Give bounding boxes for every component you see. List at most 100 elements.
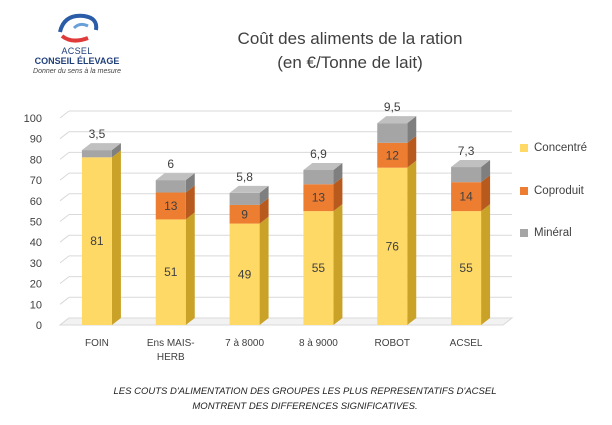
data-label: 49 [238, 267, 252, 281]
y-tick-label: 10 [30, 299, 42, 311]
bar-side [481, 160, 491, 183]
bar-segment [451, 182, 482, 212]
bar-side [259, 216, 269, 325]
chart-title-line1: Coût des aliments de la ration [237, 29, 463, 48]
bar-side [259, 197, 269, 224]
chart-caption: Les couts d'alimentation des groupes les… [60, 384, 550, 414]
y-tick-label: 70 [30, 175, 42, 187]
data-label: 81 [90, 234, 104, 248]
data-label: 9 [241, 207, 248, 221]
bar-segment [451, 167, 482, 183]
logo-mark-icon [58, 13, 99, 43]
y-tick-label: 0 [36, 320, 42, 332]
data-label: 76 [386, 239, 400, 253]
bar-side [407, 116, 417, 143]
y-tick-label: 40 [30, 237, 42, 249]
x-tick-label: 7 à 8000 [225, 338, 264, 349]
bar-segment [229, 192, 260, 205]
bar-top [155, 173, 195, 181]
bar-segment [155, 192, 186, 220]
bar-segment [377, 142, 408, 168]
x-tick-label: HERB [157, 352, 185, 363]
legend-swatch [520, 144, 528, 152]
bar-top [303, 162, 343, 170]
data-label: 7,3 [458, 144, 475, 158]
legend-label: Minéral [534, 227, 572, 239]
x-tick-label: 8 à 9000 [299, 338, 338, 349]
gridline-side [59, 255, 70, 264]
bar-side [259, 185, 269, 205]
bar-segment [229, 223, 260, 325]
gridline-side [59, 234, 70, 243]
acsel-logo: ACSEL CONSEIL ÉLEVAGE Donner du sens à l… [22, 8, 132, 80]
y-tick-label: 100 [24, 113, 42, 125]
data-label: 51 [164, 265, 178, 279]
data-label: 13 [164, 199, 178, 213]
x-tick-label: ROBOT [374, 338, 410, 349]
bar-side [111, 143, 121, 158]
bar-segment [229, 204, 260, 224]
gridline-side [59, 110, 70, 119]
data-label: 55 [459, 261, 473, 275]
bar-segment [155, 219, 186, 325]
y-tick-label: 20 [30, 279, 42, 291]
bar-top [451, 160, 491, 168]
bar-side [333, 204, 343, 325]
data-label: 12 [386, 148, 400, 162]
bar-side [481, 175, 491, 212]
bar-segment [377, 167, 408, 325]
x-tick-label: ACSEL [450, 338, 483, 349]
gridline-side [59, 131, 70, 140]
x-tick-label: FOIN [85, 338, 109, 349]
gridline-side [59, 152, 70, 160]
data-label: 6 [167, 157, 174, 171]
bar-segment [377, 123, 408, 143]
stacked-bar-chart: 0 10 20 30 40 50 60 70 80 90 100 81 3,5 FOIN 51 13 6 Ens … [24, 100, 587, 363]
gridline-side [59, 193, 70, 202]
logo-tagline: Donner du sens à la mesure [33, 68, 121, 75]
bar-side [407, 135, 417, 168]
data-label: 14 [459, 190, 473, 204]
bar-segment [155, 180, 186, 193]
y-tick-label: 60 [30, 196, 42, 208]
bar-top [377, 116, 417, 124]
bar-side [407, 160, 417, 325]
bar-segment [81, 150, 112, 158]
chart-title-line2: (en €/Tonne de lait) [277, 53, 423, 72]
bar-top [81, 143, 121, 151]
caption-line1: Les couts d'alimentation des groupes les… [113, 386, 497, 397]
legend-label: Coproduit [534, 185, 585, 197]
x-tick-label: Ens MAIS- [147, 338, 195, 349]
data-label: 55 [312, 261, 326, 275]
bar-side [185, 212, 195, 325]
caption-line2: montrent des differences significatives. [192, 401, 418, 412]
data-label: 3,5 [89, 127, 106, 141]
bar-side [111, 150, 121, 325]
logo-subname: CONSEIL ÉLEVAGE [34, 56, 120, 66]
gridline-side [59, 276, 70, 284]
bar-side [185, 185, 195, 220]
y-tick-label: 80 [30, 154, 42, 166]
y-tick-label: 30 [30, 258, 42, 270]
bar-side [481, 204, 491, 325]
gridline-side [59, 296, 70, 305]
legend-swatch [520, 187, 528, 195]
legend-swatch [520, 229, 528, 237]
data-label: 6,9 [310, 147, 327, 161]
y-tick-label: 50 [30, 217, 42, 229]
gridline-side [59, 172, 70, 181]
gridline-side [59, 214, 70, 222]
bar-segment [303, 169, 334, 185]
chart-title: Coût des aliments de la ration (en €/Ton… [200, 27, 500, 75]
bar-segment [303, 211, 334, 325]
chart-floor [58, 317, 514, 326]
y-tick-label: 90 [30, 134, 42, 146]
legend-label: Concentré [534, 142, 587, 154]
bar-top [229, 185, 269, 193]
bar-segment [451, 211, 482, 325]
bar-side [333, 177, 343, 212]
bar-side [333, 162, 343, 185]
bar-segment [81, 157, 112, 325]
data-label: 9,5 [384, 100, 401, 114]
data-label: 5,8 [236, 170, 253, 184]
